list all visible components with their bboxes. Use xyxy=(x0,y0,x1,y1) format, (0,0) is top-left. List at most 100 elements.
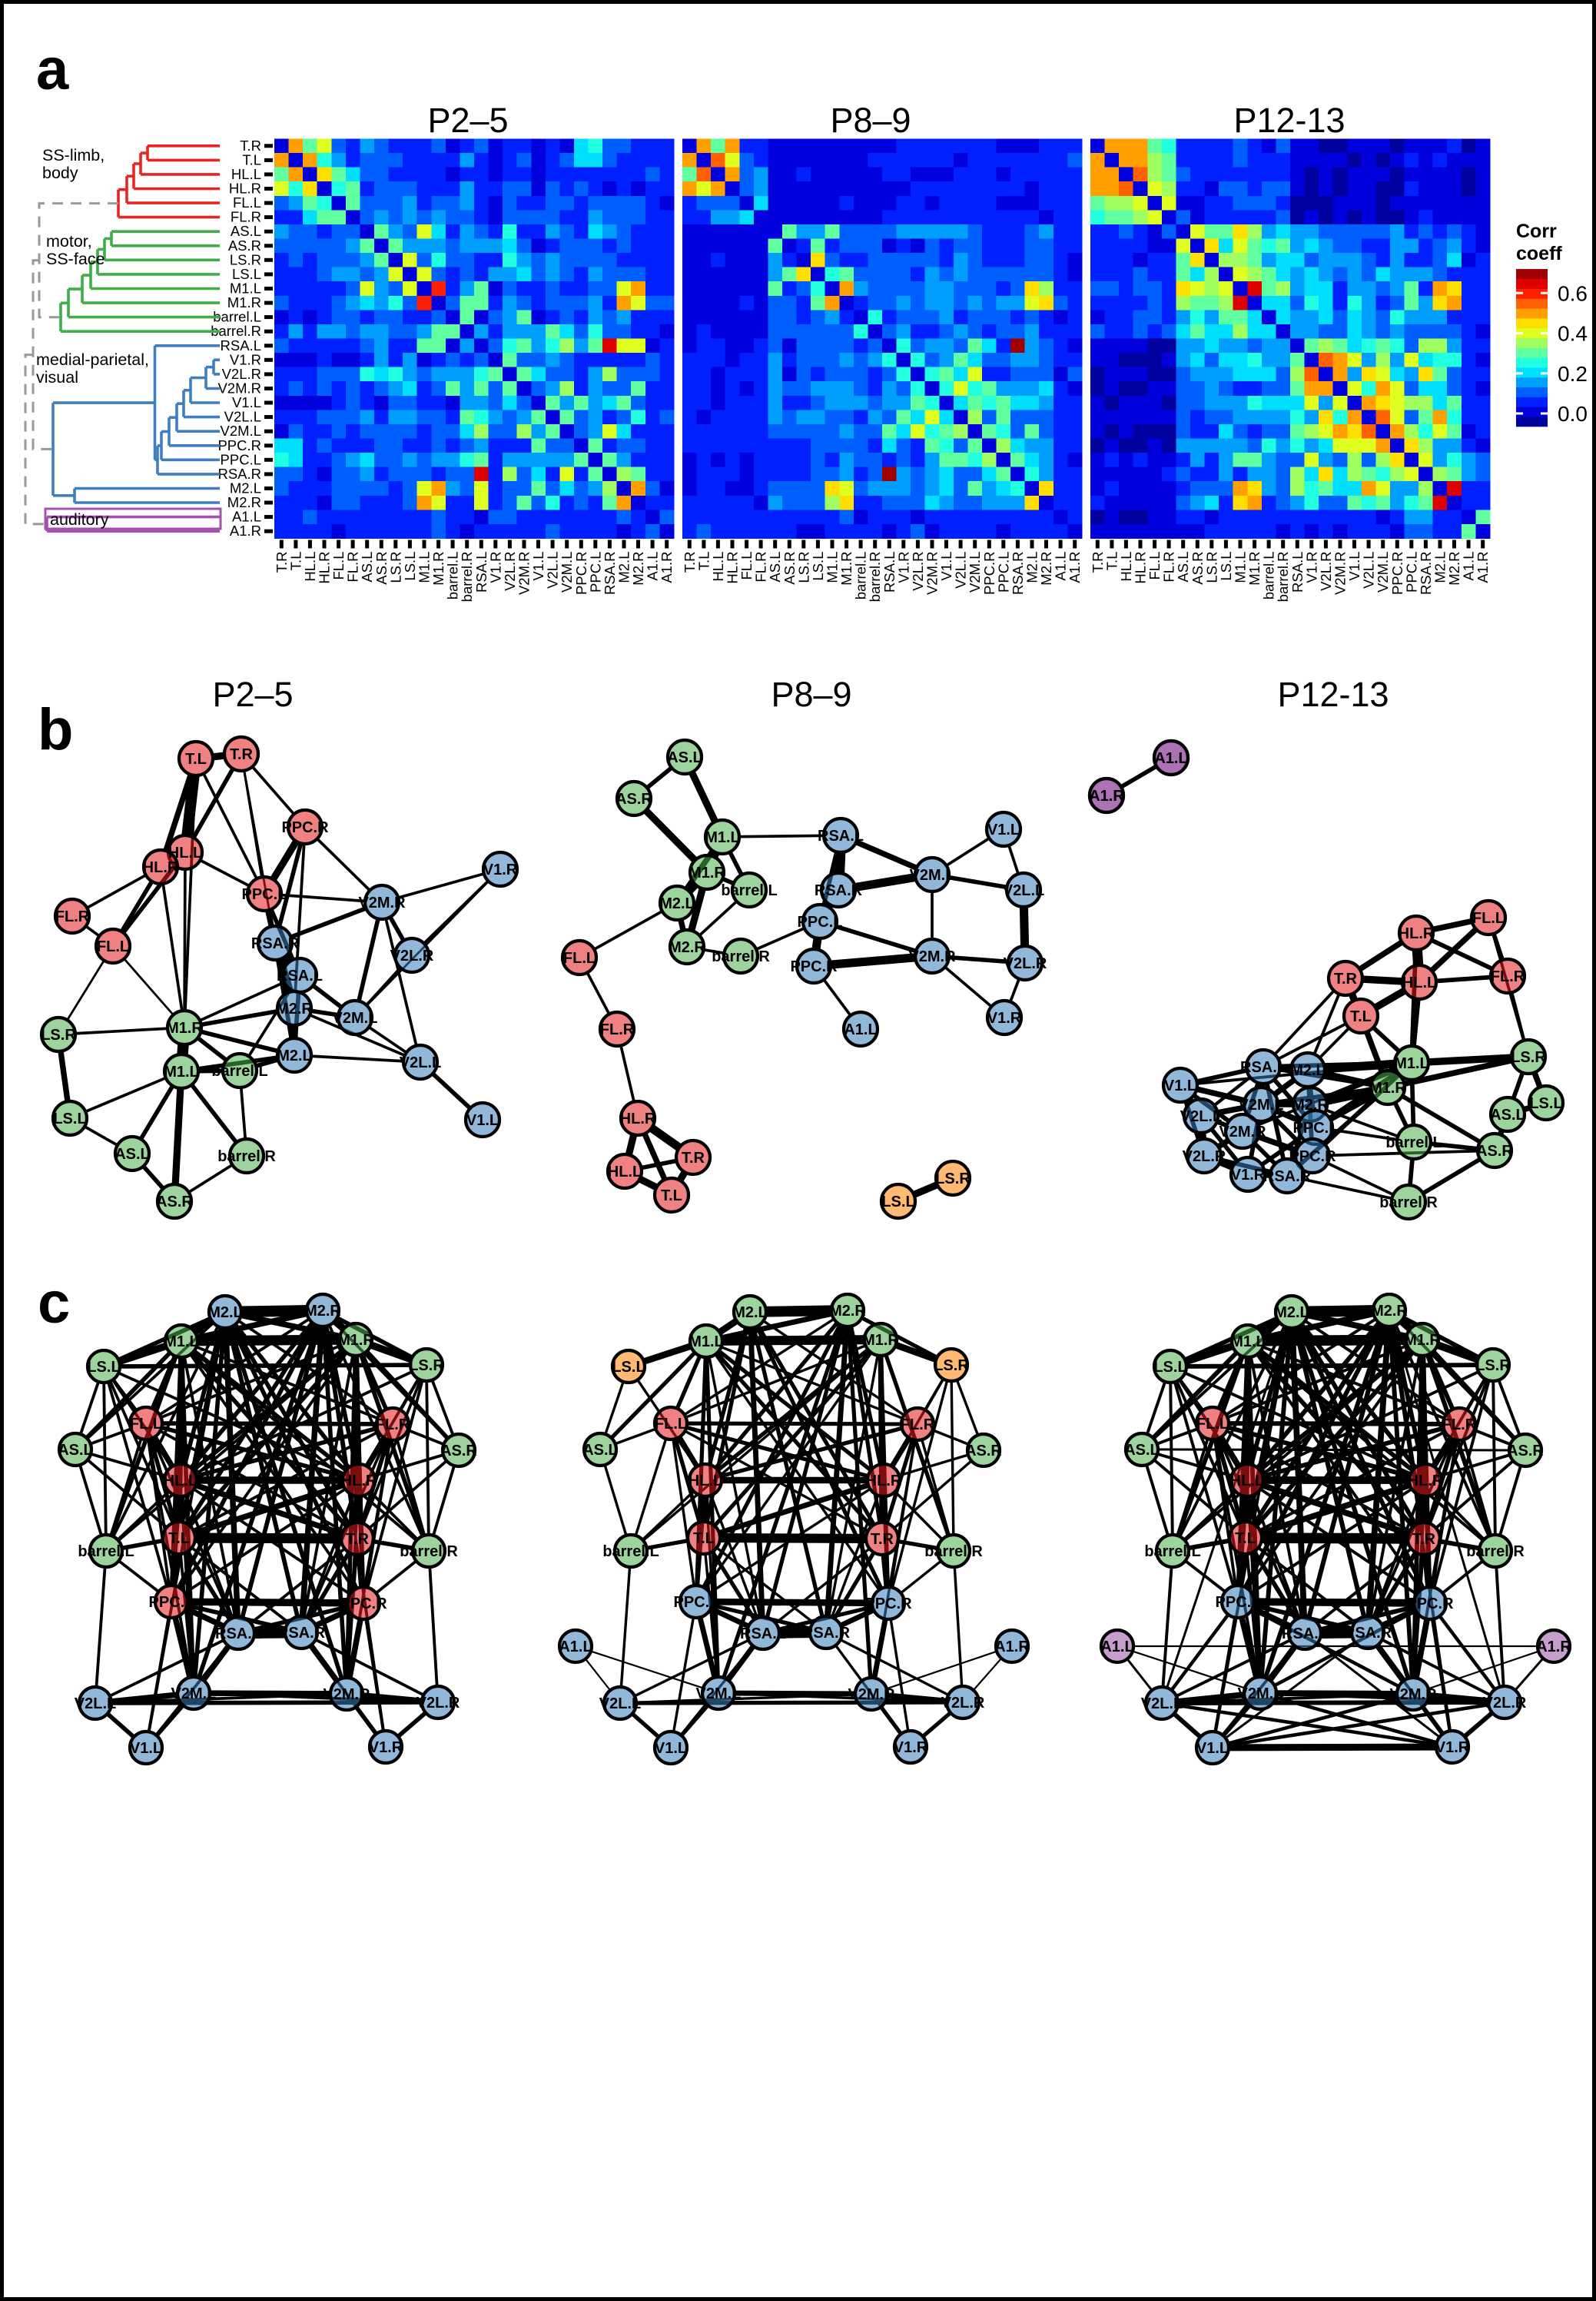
svg-text:RSA.R: RSA.R xyxy=(251,935,300,952)
svg-text:RSA.L: RSA.L xyxy=(881,552,898,593)
svg-text:T.L: T.L xyxy=(695,552,712,571)
svg-text:PPC.L: PPC.L xyxy=(1403,552,1419,593)
svg-text:M2.L: M2.L xyxy=(277,1048,312,1064)
svg-text:HL.R: HL.R xyxy=(866,1473,902,1489)
svg-text:V2L.L: V2L.L xyxy=(224,409,261,425)
svg-text:AS.L: AS.L xyxy=(767,551,783,582)
svg-text:M1.R: M1.R xyxy=(337,1332,374,1349)
svg-text:M2.L: M2.L xyxy=(732,1304,768,1321)
svg-text:FL.R: FL.R xyxy=(345,552,361,583)
svg-text:LS.L: LS.L xyxy=(232,266,261,282)
svg-text:M1.L: M1.L xyxy=(1230,1333,1266,1350)
svg-text:M2.R: M2.R xyxy=(1371,1303,1408,1320)
svg-text:V2M.R: V2M.R xyxy=(1389,1686,1437,1703)
svg-text:M2.R: M2.R xyxy=(669,939,705,956)
svg-text:T.L: T.L xyxy=(242,151,261,168)
svg-text:A1.R: A1.R xyxy=(994,1639,1030,1655)
svg-text:P2–5: P2–5 xyxy=(212,675,293,714)
svg-text:barrel.R: barrel.R xyxy=(1379,1194,1438,1211)
svg-text:barrel.L: barrel.L xyxy=(211,1063,267,1080)
svg-text:HL.L: HL.L xyxy=(689,1473,722,1489)
svg-text:T.L: T.L xyxy=(287,552,304,571)
svg-text:V2L.L: V2L.L xyxy=(1180,1108,1222,1125)
svg-text:V2M.R: V2M.R xyxy=(1219,1124,1266,1141)
svg-text:HL.L: HL.L xyxy=(168,845,202,862)
svg-text:HL.L: HL.L xyxy=(1402,975,1436,991)
svg-text:V1.R: V1.R xyxy=(487,552,503,583)
svg-text:RSA.L: RSA.L xyxy=(221,337,261,354)
svg-text:LS.R: LS.R xyxy=(1203,552,1219,583)
svg-text:barrel.L: barrel.L xyxy=(721,882,777,899)
svg-text:T.R: T.R xyxy=(1412,1531,1436,1548)
svg-text:FL.L: FL.L xyxy=(655,1416,687,1433)
svg-text:HL.L: HL.L xyxy=(302,552,318,582)
svg-text:A1.R: A1.R xyxy=(659,552,675,583)
svg-text:barrel.R: barrel.R xyxy=(459,552,475,603)
svg-text:FL.L: FL.L xyxy=(233,194,261,211)
svg-text:A1.R: A1.R xyxy=(1475,552,1491,583)
svg-text:V2L.R: V2L.R xyxy=(910,552,926,591)
svg-text:LS.L: LS.L xyxy=(1218,552,1234,581)
svg-text:V2M.L: V2M.L xyxy=(171,1685,217,1702)
svg-text:LS.L: LS.L xyxy=(1529,1095,1562,1112)
svg-text:c: c xyxy=(38,1270,70,1336)
svg-text:V2M.L: V2M.L xyxy=(1239,1097,1284,1114)
svg-text:M1.L: M1.L xyxy=(230,281,261,297)
svg-text:V2L.L: V2L.L xyxy=(953,552,969,589)
svg-text:V2M.R: V2M.R xyxy=(358,895,406,911)
svg-text:HL.L: HL.L xyxy=(710,552,726,582)
svg-text:V2L.L: V2L.L xyxy=(75,1695,116,1712)
svg-text:AS.R: AS.R xyxy=(373,552,390,585)
svg-text:V2M.R: V2M.R xyxy=(924,552,941,596)
svg-text:barrel.R: barrel.R xyxy=(211,323,261,339)
svg-text:FL.L: FL.L xyxy=(738,552,755,580)
svg-text:barrel.L: barrel.L xyxy=(213,309,261,325)
svg-text:M1.R: M1.R xyxy=(1369,1080,1406,1097)
svg-text:coeff: coeff xyxy=(1516,243,1562,264)
svg-text:FL.R: FL.R xyxy=(1161,552,1177,583)
svg-text:V2L.L: V2L.L xyxy=(400,1054,441,1071)
svg-text:PPC.L: PPC.L xyxy=(587,552,603,593)
svg-text:body: body xyxy=(42,164,78,182)
svg-text:PPC.L: PPC.L xyxy=(1293,1120,1339,1137)
svg-text:LS.R: LS.R xyxy=(795,552,811,583)
svg-text:V2M.R: V2M.R xyxy=(908,948,956,965)
svg-text:V2L.R: V2L.R xyxy=(502,552,518,591)
svg-text:T.R: T.R xyxy=(240,138,261,154)
svg-text:V2M.R: V2M.R xyxy=(217,380,261,397)
svg-text:PPC.R: PPC.R xyxy=(790,958,838,975)
svg-text:A1.L: A1.L xyxy=(559,1639,592,1655)
svg-text:M1.L: M1.L xyxy=(689,1333,724,1350)
svg-text:M1.R: M1.R xyxy=(1246,552,1263,586)
svg-text:barrel.R: barrel.R xyxy=(1275,552,1291,603)
svg-text:RSA.R: RSA.R xyxy=(217,466,261,482)
svg-text:A1.R: A1.R xyxy=(1536,1639,1571,1655)
svg-text:b: b xyxy=(38,697,73,762)
svg-text:A1.L: A1.L xyxy=(844,1021,877,1038)
svg-text:RSA.L: RSA.L xyxy=(818,828,864,845)
svg-text:HL.R: HL.R xyxy=(1399,925,1435,942)
svg-text:FL.R: FL.R xyxy=(1491,968,1525,985)
svg-text:SS-limb,: SS-limb, xyxy=(42,146,105,164)
svg-text:AS.L: AS.L xyxy=(1124,1442,1160,1459)
svg-text:V2M.R: V2M.R xyxy=(848,1686,895,1703)
svg-text:HL.R: HL.R xyxy=(143,859,179,876)
svg-text:M1.R: M1.R xyxy=(166,1020,203,1037)
svg-text:PPC.L: PPC.L xyxy=(221,451,261,467)
svg-text:P8–9: P8–9 xyxy=(830,101,911,140)
svg-text:A1.L: A1.L xyxy=(1100,1639,1133,1655)
svg-text:M1.R: M1.R xyxy=(838,552,854,586)
svg-text:PPC.R: PPC.R xyxy=(1289,1148,1336,1165)
svg-text:A1.R: A1.R xyxy=(230,523,261,539)
svg-text:LS.R: LS.R xyxy=(935,1170,971,1187)
svg-text:M2.L: M2.L xyxy=(1274,1304,1309,1321)
svg-text:V2L.R: V2L.R xyxy=(941,1695,985,1712)
svg-text:PPC.L: PPC.L xyxy=(674,1594,719,1611)
svg-text:T.L: T.L xyxy=(185,751,207,768)
svg-text:LS.R: LS.R xyxy=(387,552,403,583)
svg-text:P8–9: P8–9 xyxy=(771,675,851,714)
svg-text:LS.L: LS.L xyxy=(612,1359,645,1376)
svg-text:V2M.R: V2M.R xyxy=(516,552,533,596)
svg-text:RSA.L: RSA.L xyxy=(1240,1059,1286,1076)
svg-text:RSA.L: RSA.L xyxy=(1282,1625,1328,1642)
